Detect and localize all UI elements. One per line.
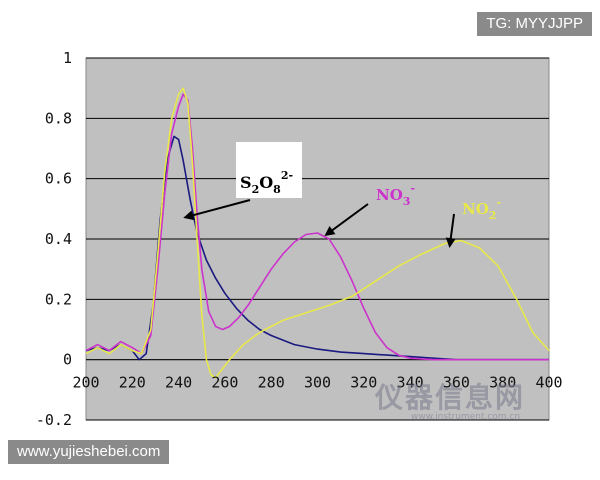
series-line-1 bbox=[85, 93, 549, 361]
x-tick-label: 340 bbox=[397, 374, 424, 392]
series-lines bbox=[85, 87, 550, 379]
annotation-label: NO3- bbox=[376, 182, 415, 208]
annotation-box bbox=[236, 142, 302, 198]
x-tick-label: 380 bbox=[489, 374, 516, 392]
annotation-arrow bbox=[449, 213, 455, 243]
watermark-logo: 仪器信息网 www.instrument.com.cn bbox=[375, 376, 525, 422]
annotation-label: S2O82- bbox=[240, 169, 293, 196]
x-tick-label: 220 bbox=[119, 374, 146, 392]
y-tick-label: 1 bbox=[63, 49, 72, 67]
watermark-logo-url: www.instrument.com.cn bbox=[411, 412, 521, 422]
y-tick-label: -0.2 bbox=[36, 411, 72, 429]
x-tick-label: 280 bbox=[258, 374, 285, 392]
annotation-arrowhead bbox=[324, 226, 336, 236]
x-tick-label: 320 bbox=[350, 374, 377, 392]
series-line-0 bbox=[85, 135, 549, 361]
x-tick-label: 400 bbox=[535, 374, 562, 392]
x-tick-label: 240 bbox=[165, 374, 192, 392]
series-line-2 bbox=[85, 87, 550, 379]
y-tick-label: 0.6 bbox=[45, 170, 72, 188]
annotation-arrowhead bbox=[445, 237, 456, 249]
annotation-arrow bbox=[328, 203, 369, 234]
tick-labels: -0.2 0 0.2 0.4 0.6 0.8 1 200 220 240 260 280 300 320 3… bbox=[36, 49, 563, 429]
x-tick-label: 300 bbox=[304, 374, 331, 392]
annotations: S2O82- NO3- NO2- bbox=[183, 142, 501, 249]
watermark-top: TG: MYYJJPP bbox=[477, 12, 592, 36]
y-tick-label: 0.8 bbox=[45, 109, 72, 127]
annotation-label: NO2- bbox=[462, 196, 501, 222]
y-tick-label: 0 bbox=[63, 351, 72, 369]
y-tick-label: 0.4 bbox=[45, 230, 72, 248]
y-tick-label: 0.2 bbox=[45, 290, 72, 308]
x-tick-label: 360 bbox=[443, 374, 470, 392]
annotation-arrow bbox=[188, 199, 251, 218]
x-tick-label: 200 bbox=[72, 374, 99, 392]
annotation-arrowhead bbox=[183, 210, 195, 221]
x-tick-label: 260 bbox=[211, 374, 238, 392]
watermark-bottom: www.yujieshebei.com bbox=[8, 440, 170, 464]
watermark-logo-name: 仪器信息网 bbox=[375, 381, 526, 414]
